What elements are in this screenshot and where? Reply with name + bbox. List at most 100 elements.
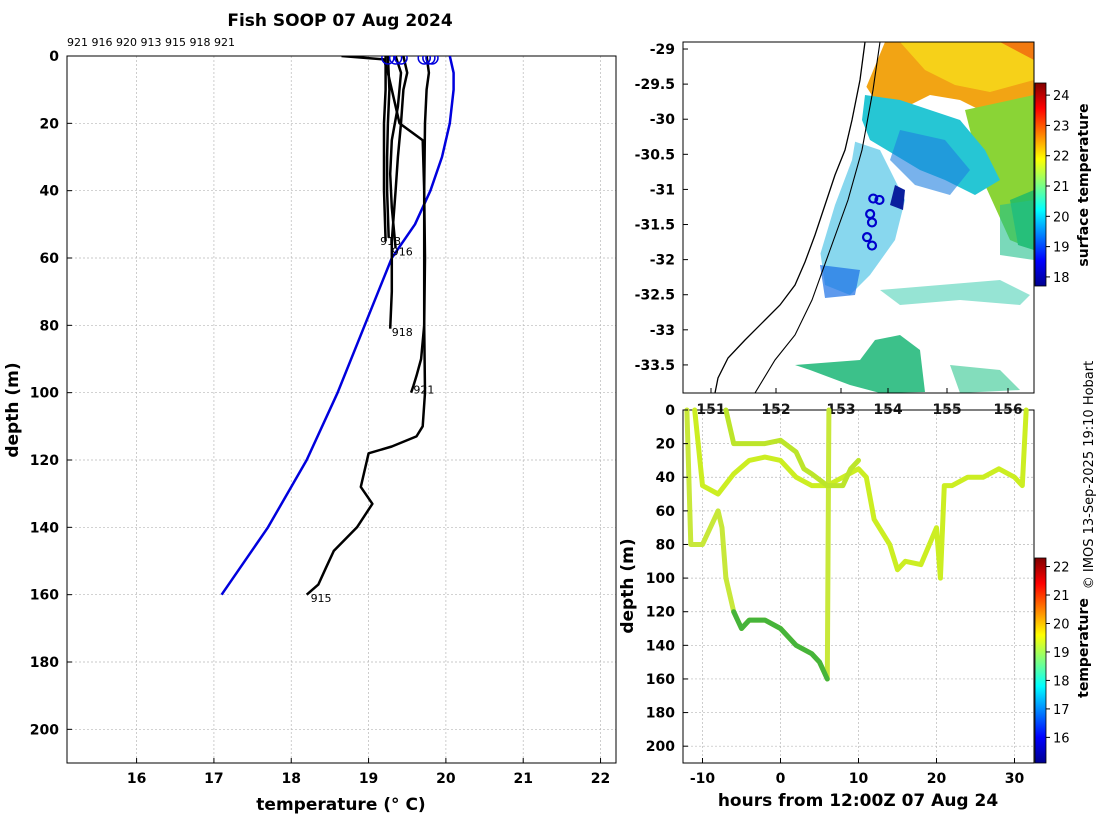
surface-marker bbox=[381, 56, 395, 65]
sst-colorbar-tick-label: 23 bbox=[1053, 119, 1070, 134]
coastline bbox=[714, 41, 866, 394]
depth-time-xtick-label: 10 bbox=[849, 771, 869, 787]
depth-time-ytick-label: 180 bbox=[646, 706, 675, 722]
profile-ytick-label: 140 bbox=[30, 520, 59, 536]
map-axes-frame bbox=[682, 41, 1035, 394]
profile-xtick-label: 18 bbox=[281, 771, 300, 787]
cruise-ids-label: 921 916 920 913 915 918 921 bbox=[67, 36, 235, 49]
profile-series-918 bbox=[388, 56, 409, 329]
depth-time-series bbox=[684, 407, 1029, 682]
map-lat-tick-label: -33 bbox=[650, 323, 675, 339]
profile-xlabel: temperature (° C) bbox=[256, 795, 425, 815]
depth-time-xtick-label: 0 bbox=[776, 771, 786, 787]
sst-hottest bbox=[1000, 42, 1034, 60]
depth-time-ytick-label: 60 bbox=[656, 504, 676, 520]
depth-time-series-shallow-track bbox=[723, 407, 861, 489]
temperature-colorbar-tick-label: 22 bbox=[1053, 561, 1070, 576]
sst-map-panel: -29 -29.5 -30 -30.5 -31 -31.5 -32 -32.5 -33 -33.5… bbox=[635, 41, 1092, 418]
sst-colorbar-tick-label: 18 bbox=[1053, 271, 1070, 286]
profile-location-marker bbox=[866, 217, 878, 228]
depth-time-xtick-label: -10 bbox=[690, 771, 716, 787]
temperature-colorbar-tick-label: 17 bbox=[1053, 703, 1070, 718]
sst-colorbar-ticks: 18 19 20 21 22 23 24 bbox=[1046, 89, 1070, 286]
sst-field bbox=[683, 42, 1034, 393]
depth-time-ytick-label: 120 bbox=[646, 605, 675, 621]
surface-marker bbox=[417, 56, 431, 65]
profile-ytick-label: 100 bbox=[30, 386, 59, 402]
temperature-colorbar-tick-label: 18 bbox=[1053, 674, 1070, 689]
depth-time-ticks: -10 0 10 20 30 0 20 40 60 80 100 120 140 160 180 200 bbox=[646, 403, 1025, 787]
depth-time-xtick-label: 30 bbox=[1005, 771, 1025, 787]
sst-blue-patch bbox=[820, 265, 860, 298]
profile-series-921 bbox=[409, 56, 431, 394]
surface-marker bbox=[422, 56, 436, 65]
sst-colorbar-tick-label: 24 bbox=[1053, 89, 1070, 104]
temperature-colorbar-tick-label: 19 bbox=[1053, 646, 1070, 661]
profile-series-916 bbox=[388, 56, 403, 249]
map-lat-tick-label: -32 bbox=[650, 253, 675, 269]
profile-ytick-label: 80 bbox=[40, 318, 60, 334]
profile-ylabel: depth (m) bbox=[3, 362, 23, 457]
depth-time-series-mid-track bbox=[692, 407, 1029, 581]
profile-series-915 bbox=[305, 56, 427, 596]
map-profile-markers bbox=[861, 193, 885, 251]
profile-axes-frame bbox=[66, 55, 617, 764]
map-lat-tick-label: -29.5 bbox=[635, 77, 675, 93]
profile-xtick-label: 19 bbox=[359, 771, 378, 787]
surface-marker bbox=[388, 56, 403, 65]
sst-cold-spot bbox=[890, 185, 905, 210]
map-lat-tick-label: -33.5 bbox=[635, 358, 675, 374]
profile-ytick-label: 120 bbox=[30, 453, 59, 469]
profile-annotation: 921 bbox=[413, 383, 434, 396]
profile-series-920 bbox=[382, 56, 387, 242]
map-lat-tick-label: -31.5 bbox=[635, 218, 675, 234]
temperature-colorbar bbox=[1034, 557, 1047, 764]
sst-southern-patch bbox=[795, 335, 925, 393]
profile-xtick-label: 22 bbox=[591, 771, 610, 787]
credit-label: © IMOS 13-Sep-2025 19:10 Hobart bbox=[1082, 361, 1097, 589]
profile-panel: 16 17 18 19 20 21 22 0 20 40 60 80 100 120 140 160 180 20… bbox=[3, 49, 617, 815]
profile-ticks: 16 17 18 19 20 21 22 0 20 40 60 80 100 120 140 160 180 20… bbox=[30, 49, 611, 787]
depth-time-xtick-label: 20 bbox=[927, 771, 947, 787]
profile-ytick-label: 40 bbox=[40, 184, 60, 200]
depth-time-deep-segment bbox=[731, 609, 830, 682]
depth-time-ytick-label: 200 bbox=[646, 739, 675, 755]
temperature-colorbar-tick-label: 16 bbox=[1053, 731, 1070, 746]
sst-warm-core bbox=[900, 42, 1034, 92]
profile-annotation: 916 bbox=[392, 245, 413, 258]
profile-xtick-label: 21 bbox=[513, 771, 532, 787]
sst-colorbar bbox=[1034, 82, 1047, 287]
profile-annotation: 915 bbox=[311, 592, 332, 605]
temperature-colorbar-tick-label: 20 bbox=[1053, 617, 1070, 632]
map-lat-tick-label: -30.5 bbox=[635, 147, 675, 163]
map-lat-tick-label: -30 bbox=[650, 112, 676, 128]
map-lat-tick-label: -29 bbox=[650, 42, 675, 58]
profile-grid bbox=[67, 55, 616, 763]
sst-colorbar-label: surface temperature bbox=[1076, 103, 1092, 266]
sst-blue-eddy bbox=[890, 130, 970, 195]
depth-time-xlabel: hours from 12:00Z 07 Aug 24 bbox=[718, 791, 999, 811]
profile-location-marker bbox=[861, 232, 873, 243]
sst-colorbar-tick-label: 19 bbox=[1053, 241, 1070, 256]
map-lat-tick-label: -31 bbox=[650, 182, 675, 198]
temperature-colorbar-ticks: 16 17 18 19 20 21 22 bbox=[1046, 561, 1070, 746]
profile-ytick-label: 0 bbox=[49, 49, 59, 65]
profile-xtick-label: 20 bbox=[436, 771, 456, 787]
profile-annotation: 918 bbox=[392, 326, 413, 339]
temperature-colorbar-label: temperature bbox=[1076, 598, 1092, 698]
profile-location-marker bbox=[868, 193, 879, 204]
sst-southern-patch-2 bbox=[950, 365, 1020, 393]
profile-ytick-label: 60 bbox=[40, 251, 60, 267]
profile-ytick-label: 200 bbox=[30, 722, 59, 738]
sst-teal-strip bbox=[880, 280, 1030, 305]
sst-colorbar-tick-label: 20 bbox=[1053, 210, 1070, 225]
land-mask bbox=[683, 42, 885, 393]
depth-time-ytick-label: 0 bbox=[665, 403, 675, 419]
depth-time-ytick-label: 40 bbox=[656, 470, 676, 486]
shelf-contour bbox=[754, 41, 881, 394]
figure-title: Fish SOOP 07 Aug 2024 bbox=[227, 11, 453, 31]
sst-east-edge bbox=[1000, 200, 1034, 260]
profile-series-913 bbox=[385, 56, 391, 238]
